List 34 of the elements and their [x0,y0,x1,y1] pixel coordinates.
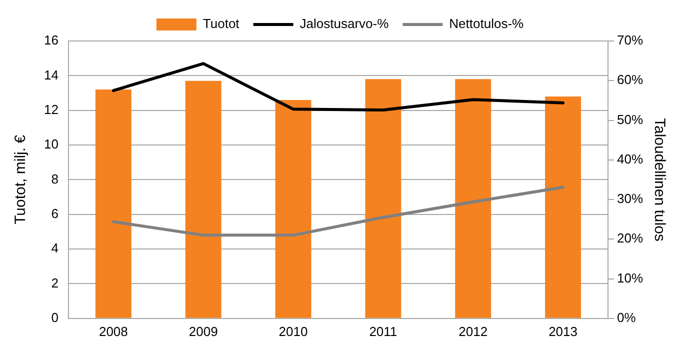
y2-tick-label: 60% [616,72,644,88]
x-tick-label: 2012 [458,324,488,339]
bar [275,100,312,318]
x-tick-label: 2011 [369,324,398,339]
y-tick-label: 2 [51,275,58,290]
y2-tick-label: 70% [616,32,644,48]
x-tick-label: 2009 [188,324,218,339]
y-tick-label: 14 [44,67,58,82]
y2-axis-title: Taloudellinen tulos [650,118,668,242]
y-tick-label: 10 [44,136,58,152]
y-tick-label: 0 [51,310,58,325]
x-tick-label: 2010 [278,324,308,339]
legend-label: Jalostusarvo-% [300,16,390,32]
bar [365,79,402,318]
y2-tick-label: 50% [616,112,644,127]
y2-tick-label: 30% [616,191,644,206]
y-tick-label: 8 [51,171,58,186]
y-axis-title: Tuotot, milj. € [12,134,30,224]
bar [185,80,222,318]
bar [545,96,582,318]
y-tick-label: 12 [44,102,58,117]
x-tick-label: 2008 [98,324,128,339]
y-tick-label: 16 [44,32,58,48]
y2-tick-label: 0% [616,310,636,325]
y2-tick-label: 20% [616,230,644,246]
y-tick-label: 6 [51,206,58,221]
x-tick-label: 2013 [548,324,578,339]
y-tick-label: 4 [51,240,58,256]
bar [95,90,132,318]
y2-tick-label: 10% [616,270,644,286]
legend-label: Nettotulos-% [449,16,524,32]
legend-label: Tuotot [202,16,240,32]
y2-tick-label: 40% [616,151,644,166]
bar [455,79,492,318]
